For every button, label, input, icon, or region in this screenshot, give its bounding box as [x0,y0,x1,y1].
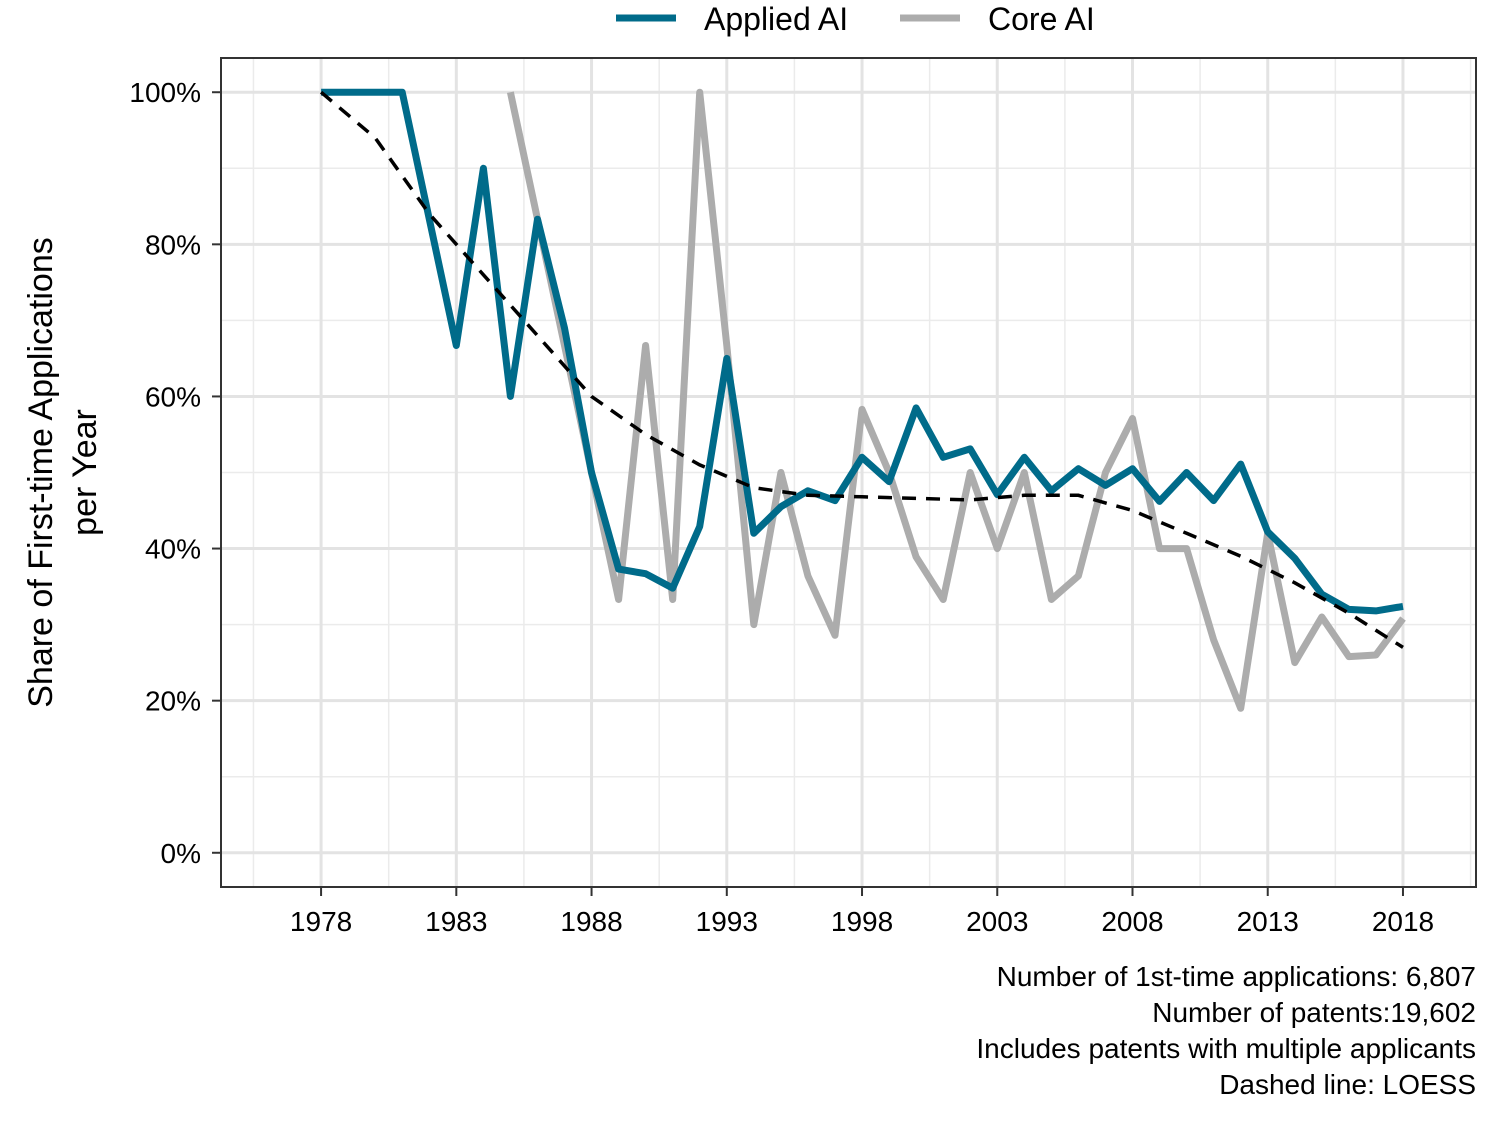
x-tick-label: 2018 [1372,906,1434,937]
y-axis-label: Share of First-time Applications per Year [22,237,104,708]
loess-trend-line [319,90,1404,649]
legend-core-ai: Core AI [900,1,1095,37]
series-line-applied-ai [321,88,1404,615]
y-axis-label-line: Share of First-time Applications [22,237,60,708]
caption-line: Number of patents:19,602 [1152,997,1476,1028]
legend-applied-ai: Applied AI [616,1,848,37]
x-tick-label: 1983 [425,906,487,937]
panel-border [220,57,1477,888]
caption-line: Dashed line: LOESS [1219,1069,1476,1100]
x-tick-label: 2013 [1237,906,1299,937]
y-tick-label: 80% [145,229,201,260]
x-tick-label: 1998 [831,906,893,937]
y-tick-label: 60% [145,381,201,412]
series-lines [319,88,1406,712]
x-tick-label: 2008 [1101,906,1163,937]
caption-line: Includes patents with multiple applicant… [976,1033,1476,1064]
series-line-core-ai [506,88,1406,712]
y-tick-label: 20% [145,686,201,717]
axes: 1978 1983 1988 1993 1998 2003 2008 2013 2018 0% 20… [129,57,1477,937]
x-tick-label: 1993 [696,906,758,937]
caption: Number of 1st-time applications: 6,807 Nu… [976,961,1476,1100]
x-tick-label: 2003 [966,906,1028,937]
caption-line: Number of 1st-time applications: 6,807 [997,961,1476,992]
legend: Applied AI Core AI [616,1,1095,37]
x-tick-label: 1988 [560,906,622,937]
legend-label: Applied AI [704,1,848,37]
y-axis-label-line: per Year [66,409,104,536]
y-tick-label: 0% [161,838,201,869]
legend-label: Core AI [988,1,1095,37]
y-tick-label: 100% [129,77,201,108]
y-tick-label: 40% [145,534,201,565]
x-tick-label: 1978 [290,906,352,937]
